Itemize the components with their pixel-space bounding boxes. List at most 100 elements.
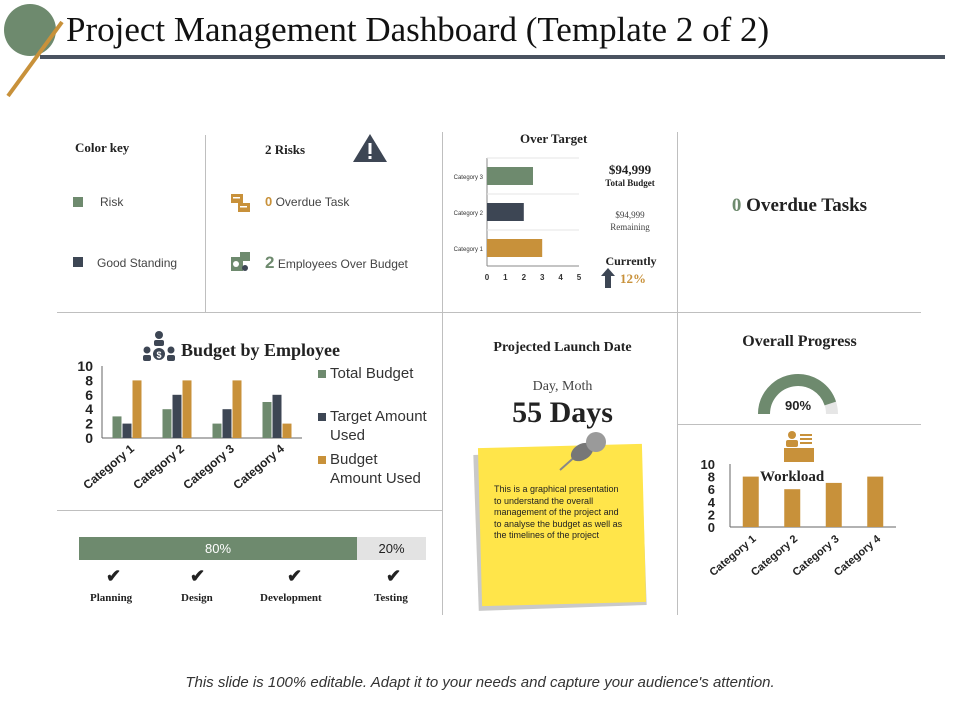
- good-standing-swatch: [73, 257, 83, 267]
- employees-over-budget-count: 2: [265, 253, 275, 272]
- x-tick-label: Category 4: [230, 441, 287, 492]
- progress-label-done: 80%: [204, 541, 232, 556]
- bar: [867, 476, 884, 527]
- header-slash-decoration: [6, 20, 64, 98]
- bar: [222, 409, 232, 438]
- header-rule: [40, 55, 945, 59]
- y-tick-label: Category 3: [454, 175, 484, 181]
- launch-subtitle: Day, Moth: [532, 379, 593, 394]
- y-tick-label: 8: [85, 372, 93, 388]
- y-tick-label: 4: [85, 401, 93, 417]
- pushpin-icon: [559, 432, 606, 471]
- workload-title: Workload: [760, 469, 825, 485]
- x-tick-label: Category 4: [832, 533, 884, 579]
- phase-design: Design: [181, 592, 213, 604]
- divider: [205, 135, 206, 312]
- divider: [442, 132, 443, 615]
- phase-testing: Testing: [374, 592, 408, 604]
- header-circle-decoration: [4, 4, 56, 56]
- remaining-label: Remaining: [610, 222, 650, 232]
- bar: [182, 380, 192, 438]
- overdue-task-row: 0 Overdue Task: [265, 194, 349, 209]
- x-tick-label: 5: [577, 273, 582, 282]
- bar: [122, 423, 132, 438]
- bar: [742, 476, 759, 527]
- y-tick-label: 2: [85, 416, 93, 432]
- legend-swatch: [318, 456, 326, 464]
- bar: [262, 402, 272, 438]
- bar: [282, 423, 292, 438]
- total-budget-label: Total Budget: [605, 178, 655, 188]
- divider: [57, 312, 921, 313]
- check-icon: ✔: [386, 566, 402, 586]
- employees-over-budget-label: Employees Over Budget: [277, 257, 408, 271]
- overall-progress-value: 90%: [784, 398, 812, 413]
- y-tick-label: 10: [701, 457, 715, 472]
- y-tick-label: 4: [708, 495, 716, 510]
- bar: [487, 167, 533, 185]
- sticky-note-text: This is a graphical presentation to unde…: [494, 484, 623, 540]
- check-icon: ✔: [190, 566, 206, 586]
- svg-text:$: $: [156, 350, 161, 360]
- remaining-amount: $94,999: [615, 210, 645, 220]
- x-tick-label: 1: [503, 273, 508, 282]
- y-tick-label: Category 1: [454, 247, 484, 253]
- x-tick-label: 2: [522, 273, 527, 282]
- good-standing-label: Good Standing: [97, 256, 178, 270]
- employees-over-budget-row: 2 Employees Over Budget: [265, 253, 408, 273]
- workload-icon: [784, 431, 814, 462]
- bar: [172, 394, 182, 438]
- bar: [487, 203, 524, 221]
- risk-label: Risk: [100, 195, 124, 209]
- employees-budget-icon: $: [143, 331, 175, 361]
- overdue-task-label: Overdue Task: [275, 195, 350, 209]
- launch-title: Projected Launch Date: [493, 340, 632, 355]
- y-tick-label: 6: [85, 387, 93, 403]
- x-tick-label: Category 2: [130, 441, 187, 492]
- bar: [232, 380, 242, 438]
- bar: [112, 416, 122, 438]
- x-tick-label: 3: [540, 273, 545, 282]
- bar: [825, 482, 842, 527]
- y-tick-label: Category 2: [454, 211, 484, 217]
- bar: [272, 394, 282, 438]
- arrow-up-icon: [601, 268, 615, 288]
- footer-note: This slide is 100% editable. Adapt it to…: [185, 674, 775, 691]
- bar: [487, 239, 543, 257]
- phase-planning: Planning: [90, 592, 133, 604]
- phase-development: Development: [260, 592, 322, 604]
- y-tick-label: 10: [77, 358, 93, 374]
- overdue-task-icon: [231, 194, 250, 212]
- x-tick-label: Category 3: [180, 441, 237, 492]
- y-tick-label: 8: [708, 470, 715, 485]
- check-icon: ✔: [287, 566, 303, 586]
- overdue-task-count: 0: [265, 194, 273, 209]
- legend-label: Budget Amount Used: [330, 451, 421, 487]
- y-tick-label: 2: [708, 507, 715, 522]
- bar: [784, 489, 801, 527]
- currently-label: Currently: [605, 254, 657, 268]
- overall-progress-gauge: [758, 374, 838, 415]
- risk-swatch: [73, 197, 83, 207]
- warning-icon: [353, 134, 387, 162]
- progress-fill: [79, 537, 357, 560]
- bar: [132, 380, 142, 438]
- overdue-tasks-count: 0: [731, 195, 742, 216]
- legend-swatch: [318, 370, 326, 378]
- legend-swatch: [318, 413, 326, 421]
- overdue-tasks-summary: 0 Overdue Tasks: [678, 195, 921, 217]
- budget-title: Budget by Employee: [181, 340, 341, 360]
- over-target-chart: 0 1 2 3 4 5 Category 1 Category 2 Category 3: [454, 157, 582, 282]
- y-tick-label: 0: [708, 520, 715, 535]
- progress-label-remaining: 20%: [378, 541, 405, 556]
- legend-label: Target Amount Used: [330, 408, 428, 444]
- check-icon: ✔: [106, 566, 122, 586]
- progress-track: 80% 20%: [79, 537, 426, 560]
- page-title: Project Management Dashboard (Template 2…: [66, 10, 770, 49]
- overall-progress-title: Overall Progress: [742, 333, 857, 350]
- currently-value: 12%: [620, 271, 646, 286]
- color-key-title: Color key: [75, 140, 130, 155]
- gauge-fill: [758, 374, 837, 415]
- overdue-tasks-label: Overdue Tasks: [746, 195, 868, 216]
